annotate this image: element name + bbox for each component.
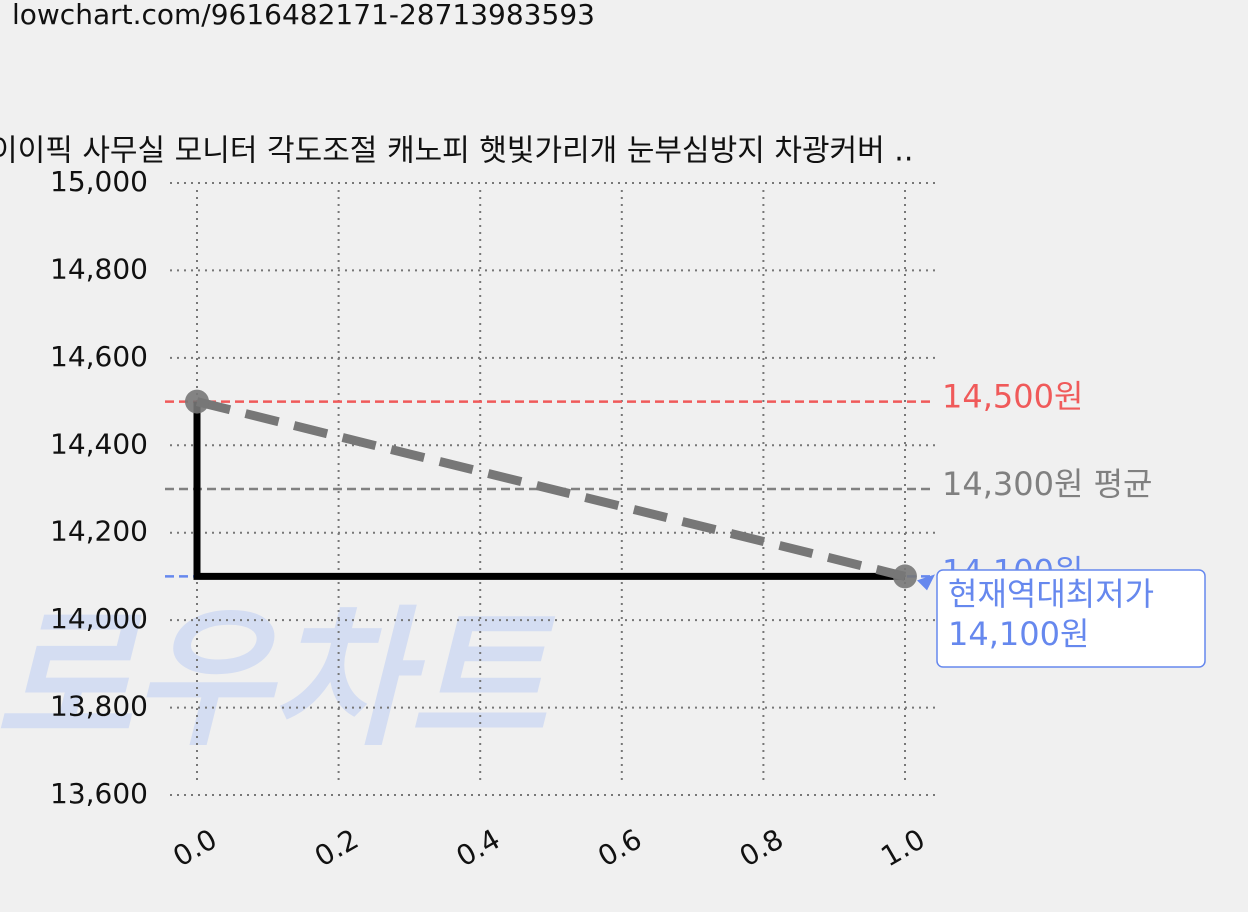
x-tick-label: 0.6	[592, 822, 647, 873]
x-tick: 0.0	[167, 822, 222, 873]
series-line	[195, 397, 907, 581]
url: lowchart.com/9616482171-28713983593	[12, 0, 595, 31]
x-tick-label: 0.0	[167, 822, 222, 873]
y-tick-label: 14,200	[50, 515, 148, 548]
series-marker	[185, 389, 209, 414]
annotation-box	[936, 569, 1206, 668]
y-tick-label: 14,800	[50, 252, 148, 285]
x-tick: 0.4	[451, 822, 506, 873]
series-line	[193, 401, 905, 580]
annotation-text: 14,100원	[948, 615, 1089, 653]
x-tick-label: 0.2	[309, 822, 364, 873]
y-tick-label: 13,800	[50, 690, 148, 723]
x-tick-label: 0.8	[734, 822, 789, 873]
x-tick-label: 1.0	[875, 822, 930, 873]
series-marker	[893, 564, 917, 589]
annotation-text: 현재역대최저가	[948, 575, 1154, 613]
x-tick: 1.0	[875, 822, 930, 873]
x-tick: 0.8	[734, 822, 789, 873]
reference-label: 14,300원 평균	[942, 465, 1152, 503]
reference-label: 14,500원	[942, 378, 1083, 416]
y-tick-label: 15,000	[50, 165, 148, 198]
y-tick-label: 14,600	[50, 340, 148, 373]
x-tick-label: 0.4	[451, 822, 506, 873]
x-tick: 0.6	[592, 822, 647, 873]
watermark: 로우차트	[0, 593, 556, 767]
x-tick: 0.2	[309, 822, 364, 873]
chart-title: 이이픽 사무실 모니터 각도조절 캐노피 햇빛가리개 눈부심방지 차광커버 ..	[0, 134, 913, 169]
annotation-arrow	[917, 574, 935, 591]
y-tick-label: 13,600	[50, 777, 148, 810]
y-tick-label: 14,400	[50, 427, 148, 460]
y-tick-label: 14,000	[50, 602, 148, 635]
